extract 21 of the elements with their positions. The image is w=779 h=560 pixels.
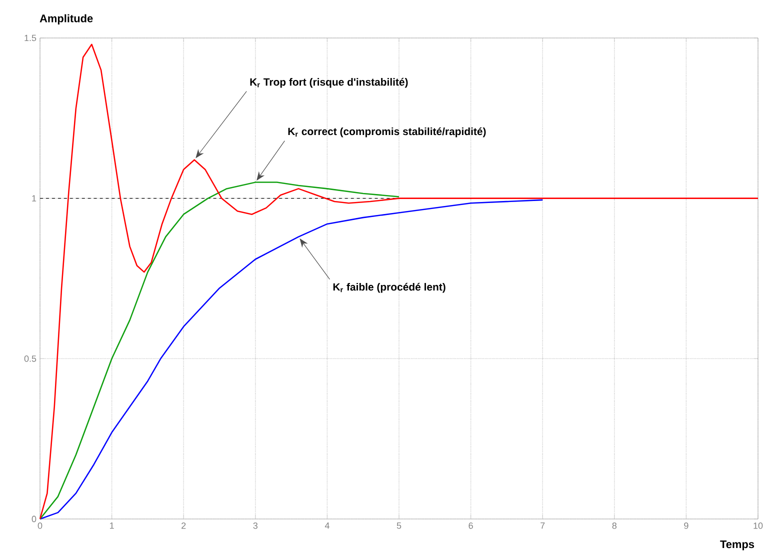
y-tick-label: 1.5 — [24, 34, 36, 42]
y-axis-title: Amplitude — [40, 14, 93, 24]
x-tick-label: 0 — [38, 522, 42, 529]
y-tick-label: 0.5 — [24, 355, 36, 362]
x-tick-label: 2 — [182, 522, 186, 529]
x-tick-label: 8 — [612, 522, 617, 529]
x-tick-label: 1 — [110, 522, 114, 529]
x-tick-label: 7 — [540, 522, 545, 529]
annotation: K$_{r}$ correct (compromis stabilité/rapidité) — [288, 127, 486, 138]
x-tick-label: 4 — [324, 522, 330, 529]
x-tick-label: 3 — [253, 522, 258, 529]
x-tick-label: 10 — [754, 522, 763, 529]
x-tick-label: 6 — [468, 522, 473, 529]
line-series — [39, 199, 544, 520]
x-axis-title: Temps — [720, 540, 754, 550]
annotation: K$_{r}$ faible (procédé lent) — [333, 282, 446, 293]
y-tick-label: 0 — [32, 516, 36, 522]
x-tick-label: 5 — [396, 522, 402, 529]
x-tick-label: 9 — [684, 522, 688, 529]
y-tick-label: 1 — [32, 195, 36, 202]
annotation: K$_{r}$ Trop fort (risque d'instabilité) — [250, 78, 408, 88]
